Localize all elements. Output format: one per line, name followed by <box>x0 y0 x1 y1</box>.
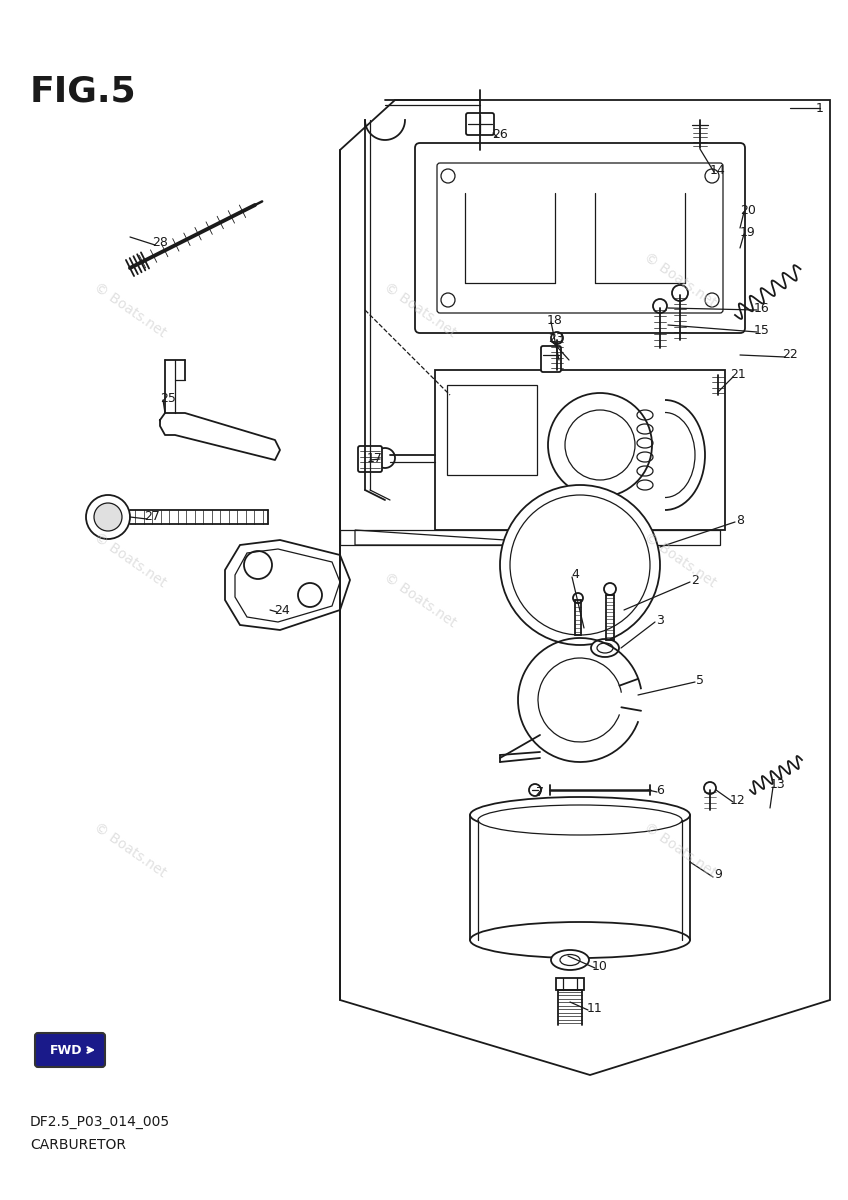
Circle shape <box>510 494 650 635</box>
Text: 26: 26 <box>492 128 508 142</box>
Text: 8: 8 <box>736 514 744 527</box>
Circle shape <box>94 503 122 530</box>
Ellipse shape <box>597 643 613 653</box>
Circle shape <box>548 392 652 497</box>
Text: 23: 23 <box>548 331 564 344</box>
Text: 17: 17 <box>367 451 383 464</box>
Ellipse shape <box>470 922 690 958</box>
Text: 27: 27 <box>144 510 160 523</box>
Text: 19: 19 <box>740 226 756 239</box>
Text: CARBURETOR: CARBURETOR <box>30 1138 126 1152</box>
FancyBboxPatch shape <box>437 163 723 313</box>
Ellipse shape <box>560 954 580 966</box>
Text: 10: 10 <box>592 960 608 972</box>
Text: © Boats.net: © Boats.net <box>92 530 169 590</box>
Circle shape <box>705 293 719 307</box>
Text: 2: 2 <box>691 574 699 587</box>
Text: © Boats.net: © Boats.net <box>641 530 719 590</box>
Text: FWD: FWD <box>50 1044 82 1056</box>
Circle shape <box>604 583 616 595</box>
Text: © Boats.net: © Boats.net <box>92 280 169 340</box>
Text: 15: 15 <box>754 324 770 336</box>
Text: 11: 11 <box>587 1002 603 1014</box>
Text: 28: 28 <box>152 236 168 250</box>
Polygon shape <box>160 413 280 460</box>
Circle shape <box>551 332 563 344</box>
Text: © Boats.net: © Boats.net <box>641 250 719 310</box>
Text: 4: 4 <box>571 569 579 582</box>
Text: DF2.5_P03_014_005: DF2.5_P03_014_005 <box>30 1115 170 1129</box>
Bar <box>435 370 725 530</box>
Text: © Boats.net: © Boats.net <box>382 570 459 630</box>
Circle shape <box>565 410 635 480</box>
Text: 20: 20 <box>740 204 756 216</box>
Circle shape <box>573 593 583 602</box>
Bar <box>447 385 537 475</box>
Text: 9: 9 <box>714 869 722 882</box>
Circle shape <box>705 169 719 182</box>
Text: 3: 3 <box>656 613 664 626</box>
Circle shape <box>653 299 667 313</box>
FancyBboxPatch shape <box>35 1033 105 1067</box>
Circle shape <box>375 448 395 468</box>
Text: 13: 13 <box>770 779 786 792</box>
Text: FIG.5: FIG.5 <box>30 74 137 109</box>
FancyBboxPatch shape <box>541 346 561 372</box>
Text: 7: 7 <box>536 786 544 799</box>
Circle shape <box>672 284 688 301</box>
Text: 5: 5 <box>696 673 704 686</box>
Circle shape <box>441 169 455 182</box>
Circle shape <box>529 784 541 796</box>
Text: 24: 24 <box>274 604 290 617</box>
Circle shape <box>298 583 322 607</box>
Circle shape <box>86 494 130 539</box>
FancyBboxPatch shape <box>358 446 382 472</box>
FancyBboxPatch shape <box>466 113 494 134</box>
Ellipse shape <box>551 950 589 970</box>
Text: 14: 14 <box>710 163 726 176</box>
Ellipse shape <box>478 805 682 835</box>
Bar <box>556 978 584 990</box>
Text: 1: 1 <box>816 102 824 114</box>
Text: © Boats.net: © Boats.net <box>382 280 459 340</box>
Text: 6: 6 <box>656 784 664 797</box>
Ellipse shape <box>591 638 619 658</box>
Ellipse shape <box>470 797 690 833</box>
Text: 25: 25 <box>160 391 176 404</box>
Text: © Boats.net: © Boats.net <box>641 820 719 880</box>
Circle shape <box>244 551 272 578</box>
Text: 16: 16 <box>754 301 770 314</box>
Text: 21: 21 <box>730 368 746 382</box>
Text: 22: 22 <box>782 348 798 361</box>
Text: 12: 12 <box>730 793 746 806</box>
FancyBboxPatch shape <box>415 143 745 332</box>
Circle shape <box>500 485 660 646</box>
Text: © Boats.net: © Boats.net <box>92 820 169 880</box>
Text: 18: 18 <box>547 313 563 326</box>
Circle shape <box>441 293 455 307</box>
Circle shape <box>704 782 716 794</box>
